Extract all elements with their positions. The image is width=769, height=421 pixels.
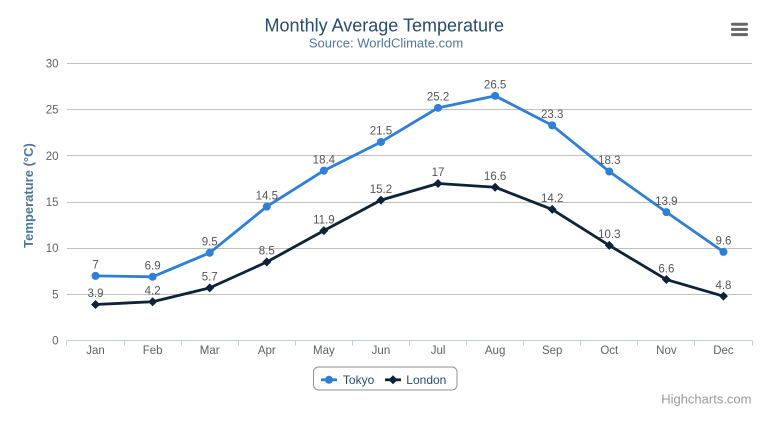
svg-text:14.2: 14.2 bbox=[541, 193, 563, 205]
svg-text:18.4: 18.4 bbox=[313, 154, 336, 166]
svg-text:21.5: 21.5 bbox=[370, 126, 392, 138]
svg-text:6.9: 6.9 bbox=[145, 260, 161, 272]
svg-text:Temperature (°C): Temperature (°C) bbox=[21, 143, 36, 248]
svg-text:9.6: 9.6 bbox=[715, 236, 731, 248]
svg-text:Dec: Dec bbox=[713, 345, 734, 357]
svg-text:8.5: 8.5 bbox=[259, 246, 275, 258]
svg-text:16.6: 16.6 bbox=[484, 171, 506, 183]
svg-text:Jan: Jan bbox=[86, 345, 105, 357]
svg-text:Jun: Jun bbox=[372, 345, 391, 357]
svg-text:Monthly Average Temperature: Monthly Average Temperature bbox=[265, 15, 504, 35]
svg-text:Sep: Sep bbox=[542, 345, 562, 357]
svg-text:Aug: Aug bbox=[485, 345, 505, 357]
svg-text:10.3: 10.3 bbox=[598, 229, 620, 241]
svg-text:4.8: 4.8 bbox=[715, 280, 731, 292]
svg-text:6.6: 6.6 bbox=[658, 263, 674, 275]
svg-text:0: 0 bbox=[52, 336, 58, 348]
svg-text:14.5: 14.5 bbox=[256, 190, 278, 202]
svg-text:26.5: 26.5 bbox=[484, 80, 506, 92]
svg-text:Feb: Feb bbox=[143, 345, 163, 357]
svg-text:May: May bbox=[313, 345, 335, 357]
svg-text:London: London bbox=[406, 373, 446, 387]
svg-text:4.2: 4.2 bbox=[145, 285, 161, 297]
svg-text:18.3: 18.3 bbox=[598, 155, 620, 167]
svg-text:Tokyo: Tokyo bbox=[343, 373, 375, 387]
svg-text:15: 15 bbox=[46, 197, 59, 209]
svg-text:30: 30 bbox=[46, 59, 59, 71]
svg-text:17: 17 bbox=[432, 167, 445, 179]
svg-text:Apr: Apr bbox=[258, 345, 276, 357]
svg-text:Jul: Jul bbox=[431, 345, 446, 357]
svg-text:Nov: Nov bbox=[656, 345, 677, 357]
svg-text:25.2: 25.2 bbox=[427, 92, 449, 104]
svg-text:Highcharts.com: Highcharts.com bbox=[661, 392, 751, 407]
svg-text:7: 7 bbox=[92, 260, 98, 272]
svg-text:9.5: 9.5 bbox=[202, 236, 218, 248]
svg-text:20: 20 bbox=[46, 151, 59, 163]
svg-text:10: 10 bbox=[46, 243, 59, 255]
svg-text:23.3: 23.3 bbox=[541, 109, 563, 121]
svg-text:13.9: 13.9 bbox=[655, 196, 677, 208]
svg-text:Oct: Oct bbox=[600, 345, 619, 357]
svg-text:3.9: 3.9 bbox=[88, 288, 104, 300]
svg-text:5.7: 5.7 bbox=[202, 272, 218, 284]
svg-text:11.9: 11.9 bbox=[313, 214, 335, 226]
svg-text:15.2: 15.2 bbox=[370, 184, 392, 196]
svg-text:25: 25 bbox=[46, 105, 59, 117]
svg-text:5: 5 bbox=[52, 289, 58, 301]
svg-text:Source: WorldClimate.com: Source: WorldClimate.com bbox=[309, 35, 463, 50]
svg-text:Mar: Mar bbox=[200, 345, 220, 357]
